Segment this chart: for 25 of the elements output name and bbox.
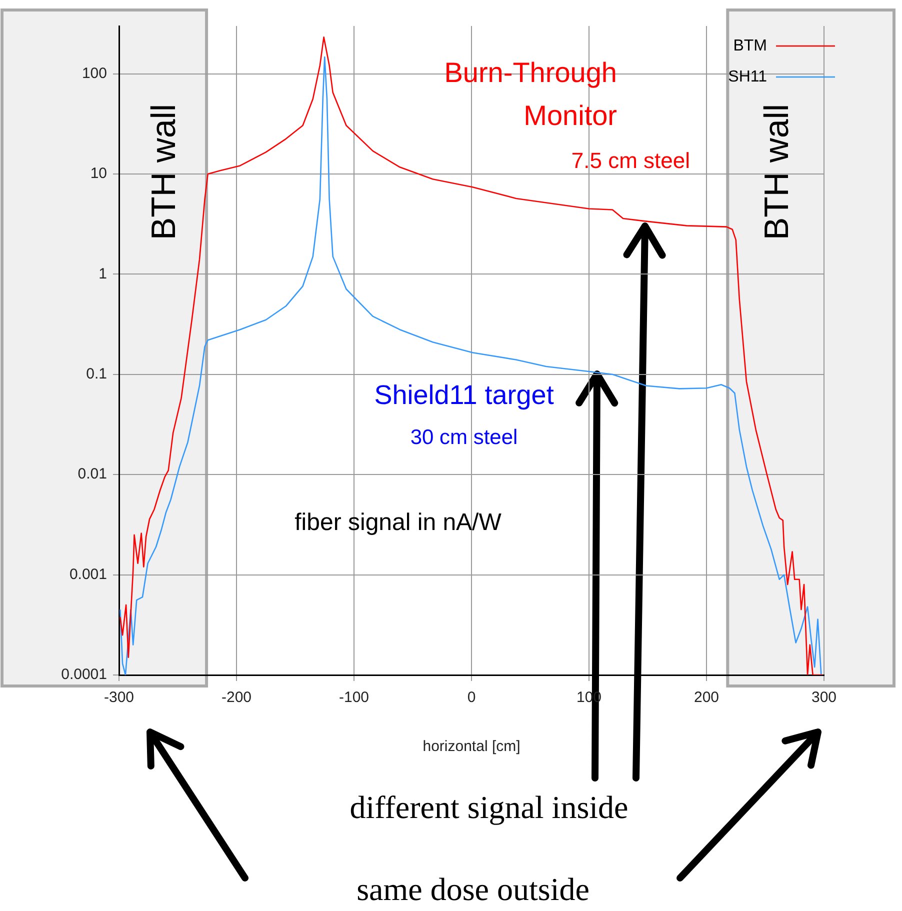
- band-label: BTH wall: [144, 104, 183, 240]
- y-tick-label: 0.01: [78, 466, 107, 483]
- band-label: BTH wall: [758, 104, 796, 240]
- annotation: 7.5 cm steel: [571, 148, 690, 173]
- x-tick-label: 200: [694, 689, 720, 706]
- text: same dose outside: [356, 871, 590, 907]
- x-tick-label: -200: [221, 689, 252, 706]
- x-tick-label: 0: [467, 689, 476, 706]
- x-tick-label: 300: [811, 689, 837, 706]
- y-tick-label: 1: [98, 265, 107, 282]
- x-tick-label: -300: [104, 689, 134, 706]
- text: different signal inside: [350, 789, 628, 825]
- annotation: Burn-Through Monitor: [444, 57, 617, 131]
- y-tick-label: 0.0001: [61, 666, 107, 684]
- y-tick-label: 0.001: [69, 566, 107, 583]
- y-tick-label: 0.1: [86, 366, 107, 383]
- annotation: fiber signal in nA/W: [294, 509, 502, 536]
- x-tick-label: -100: [338, 689, 370, 706]
- y-tick-label: 10: [90, 165, 107, 182]
- x-axis-title: horizontal [cm]: [422, 738, 520, 756]
- legend-label: BTM: [733, 37, 767, 54]
- annotation: Shield11 target: [374, 380, 554, 410]
- annotation: 30 cm steel: [410, 426, 518, 449]
- legend-label: SH11: [728, 68, 768, 86]
- y-tick-label: 100: [82, 64, 107, 82]
